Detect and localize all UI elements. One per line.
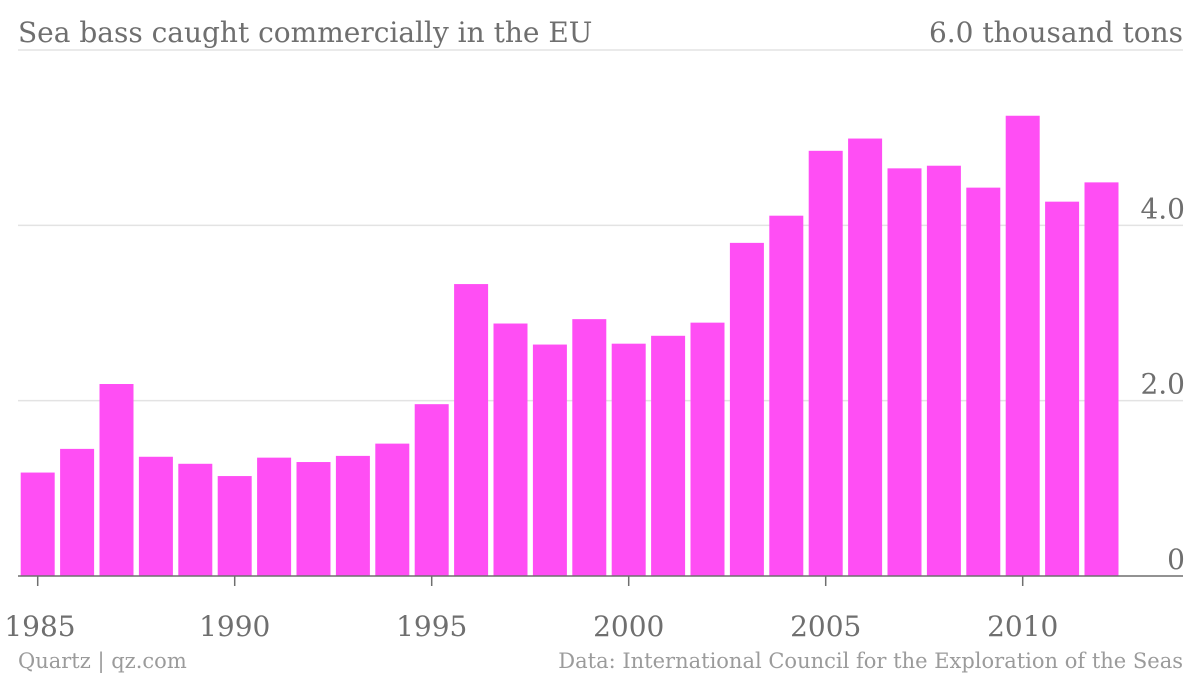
footer-source: Data: International Council for the Expl…: [558, 649, 1183, 673]
bar-2003: [729, 242, 764, 576]
bar-1987: [99, 384, 134, 576]
bar-2007: [887, 168, 922, 576]
x-tick-label: 1995: [396, 610, 467, 643]
x-tick-label: 2010: [987, 610, 1058, 643]
bar-1994: [375, 443, 410, 576]
bar-series: [20, 115, 1119, 577]
footer-credit: Quartz | qz.com: [18, 649, 187, 674]
bar-2006: [848, 138, 883, 576]
bar-2011: [1045, 201, 1080, 576]
chart-title: Sea bass caught commercially in the EU: [18, 16, 592, 49]
bar-1991: [257, 457, 292, 576]
bar-1998: [532, 344, 567, 576]
x-tick-label: 1985: [4, 610, 75, 643]
y-tick-label: 0: [1167, 543, 1185, 576]
bar-2009: [966, 187, 1001, 577]
y-axis-ticks: 0 2.0 4.0: [1140, 192, 1185, 576]
bar-2002: [690, 322, 725, 576]
bar-2008: [926, 165, 961, 576]
y-tick-label: 4.0: [1140, 192, 1185, 225]
bar-1999: [572, 319, 607, 576]
unit-label: 6.0 thousand tons: [929, 16, 1183, 49]
x-axis-ticks: 1985 1990 1995 2000 2005 2010: [4, 576, 1058, 643]
bar-1992: [296, 462, 331, 576]
x-tick-label: 1990: [199, 610, 270, 643]
bar-2012: [1084, 182, 1119, 577]
bar-1997: [493, 323, 528, 576]
bar-2001: [651, 335, 686, 576]
x-tick-label: 2005: [790, 610, 861, 643]
bar-1990: [217, 476, 252, 576]
bar-1995: [414, 404, 449, 576]
bar-1985: [20, 472, 55, 576]
bar-2004: [769, 215, 804, 576]
bar-1993: [335, 455, 370, 576]
x-tick-label: 2000: [593, 610, 664, 643]
y-tick-label: 2.0: [1140, 368, 1185, 401]
bar-1986: [60, 448, 95, 576]
bar-2005: [808, 150, 843, 577]
bar-1989: [178, 463, 213, 576]
bar-2010: [1005, 115, 1040, 576]
bar-1996: [454, 284, 489, 576]
bar-1988: [138, 456, 173, 576]
bar-2000: [611, 343, 646, 576]
